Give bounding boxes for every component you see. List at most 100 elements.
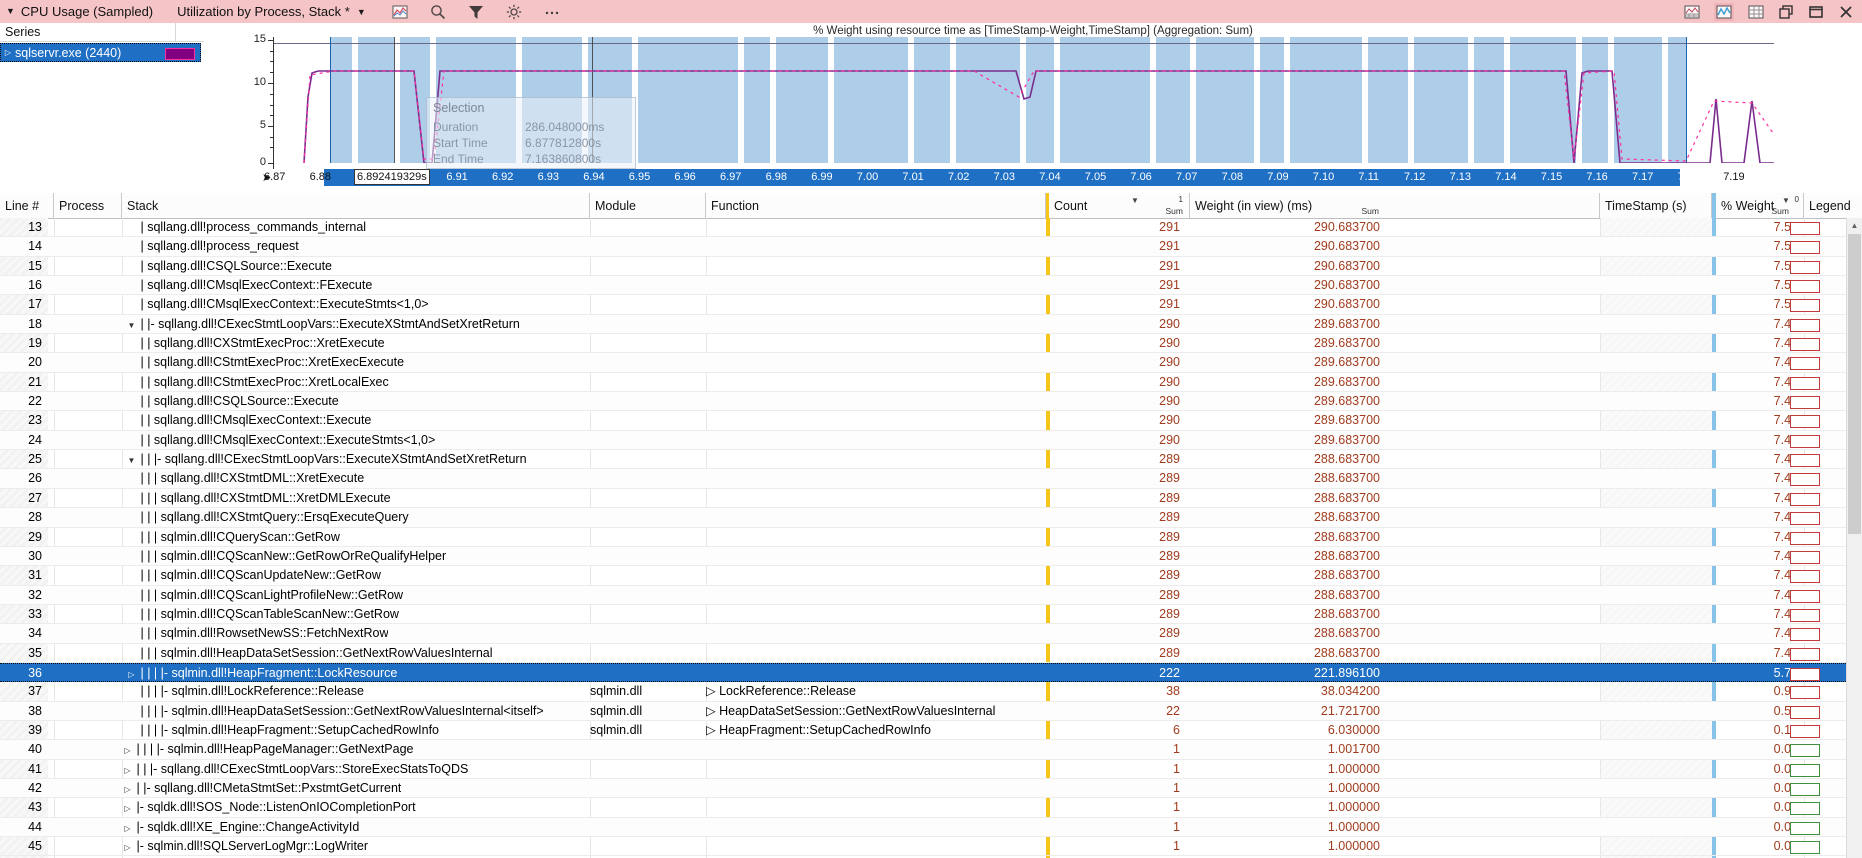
table-row[interactable]: 16 | sqllang.dll!CMsqlExecContext::FExec… (0, 276, 1862, 296)
expander-closed-icon[interactable]: ▷ (124, 823, 131, 833)
filter-icon[interactable] (468, 4, 484, 20)
table-row[interactable]: 33 | | | sqlmin.dll!CQScanTableScanNew::… (0, 605, 1862, 625)
expander-closed-icon[interactable]: ▷ (124, 746, 131, 756)
count-column-divider (1046, 218, 1050, 858)
cell-weight: 290.683700 (1313, 278, 1380, 293)
grid-view-icon[interactable] (1748, 4, 1764, 20)
cell-stack: | | | sqlmin.dll!HeapDataSetSession::Get… (122, 644, 493, 663)
y-tick-0: 0 (259, 156, 266, 168)
cell-function (706, 257, 1046, 276)
table-row[interactable]: 18 ▼ | |- sqllang.dll!CExecStmtLoopVars::… (0, 314, 1862, 335)
cell-legend (1790, 508, 1830, 527)
search-icon[interactable] (430, 4, 446, 20)
time-ruler[interactable]: ➤ 6.876.886.896.906.916.926.936.946.956.… (204, 169, 1862, 193)
table-row[interactable]: 15 | sqllang.dll!CSQLSource::Execute 291 2… (0, 257, 1862, 277)
graph-icon[interactable] (392, 4, 408, 20)
column-header-stack[interactable]: Stack (122, 193, 590, 218)
table-row[interactable]: 45 ▷ |- sqlmin.dll!SQLServerLogMgr::LogWr… (0, 837, 1862, 857)
column-header-timestamp[interactable]: TimeStamp (s) (1600, 193, 1712, 218)
column-header-weight[interactable]: Weight (in view) (ms) Sum (1190, 193, 1600, 218)
cell-stack: ▷ | |- sqllang.dll!CMetaStmtSet::PxstmtG… (122, 779, 401, 798)
table-row[interactable]: 29 | | | sqlmin.dll!CQueryScan::GetRow 28… (0, 528, 1862, 547)
expander-closed-icon[interactable]: ▷ (124, 765, 131, 775)
column-header-module[interactable]: Module (590, 193, 706, 218)
expander-icon[interactable]: ▷ (4, 48, 12, 57)
gear-icon[interactable] (506, 4, 522, 20)
scroll-up-icon[interactable]: ▲ (1850, 221, 1859, 230)
column-header-line[interactable]: Line # (0, 193, 54, 218)
expander-closed-icon[interactable]: ▷ (124, 843, 131, 852)
table-row[interactable]: 17 | sqllang.dll!CMsqlExecContext::Execu… (0, 295, 1862, 315)
ruler-cursor-tooltip: 6.892419329s (354, 169, 430, 185)
table-row[interactable]: 36 ▷ | | | |- sqlmin.dll!HeapFragment::Lo… (0, 662, 1862, 683)
table-row[interactable]: 38 | | | |- sqlmin.dll!HeapDataSetSessio… (0, 701, 1862, 721)
table-row[interactable]: 40 ▷ | | | |- sqlmin.dll!HeapPageManager:… (0, 740, 1862, 760)
cursor-marker[interactable] (394, 37, 395, 163)
table-row[interactable]: 31 | | | sqlmin.dll!CQScanUpdateNew::Get… (0, 566, 1862, 586)
table-row[interactable]: 34 | | | sqlmin.dll!RowsetNewSS::FetchNe… (0, 624, 1862, 644)
table-row[interactable]: 42 ▷ | |- sqllang.dll!CMetaStmtSet::Pxstm… (0, 778, 1862, 799)
table-row[interactable]: 39 | | | |- sqlmin.dll!HeapFragment::Set… (0, 721, 1862, 741)
cell-function (706, 450, 1046, 469)
table-row[interactable]: 19 | | sqllang.dll!CXStmtExecProc::XretE… (0, 334, 1862, 354)
expander-open-icon[interactable]: ▼ (127, 320, 136, 330)
table-row[interactable]: 20 | | sqllang.dll!CStmtExecProc::XretEx… (0, 353, 1862, 373)
cpu-usage-chart[interactable]: % Weight using resource time as [TimeSta… (204, 23, 1862, 193)
ruler-play-icon[interactable]: ➤ (262, 172, 272, 184)
column-header-process[interactable]: Process (54, 193, 122, 218)
cell-count: 289 (1159, 645, 1180, 660)
table-row[interactable]: 23 | | sqllang.dll!CMsqlExecContext::Exe… (0, 411, 1862, 431)
ruler-selection-range[interactable] (324, 169, 1680, 186)
maximize-icon[interactable] (1808, 4, 1824, 20)
table-row[interactable]: 44 ▷ |- sqldk.dll!XE_Engine::ChangeActivi… (0, 817, 1862, 837)
cell-module (590, 624, 700, 643)
cell-legend (1790, 218, 1830, 237)
table-row[interactable]: 13 | sqllang.dll!process_commands_intern… (0, 218, 1862, 238)
legend-swatch (1790, 570, 1820, 584)
table-row[interactable]: 43 ▷ |- sqldk.dll!SOS_Node::ListenOnIOCom… (0, 798, 1862, 818)
expander-closed-icon[interactable]: ▷ (124, 804, 131, 814)
table-row[interactable]: 24 | | sqllang.dll!CMsqlExecContext::Exe… (0, 430, 1862, 451)
cell-count: 1 (1173, 800, 1180, 815)
collapse-caret-icon[interactable]: ▼ (6, 6, 15, 16)
table-row[interactable]: 25 ▼ | | |- sqllang.dll!CExecStmtLoopVars… (0, 450, 1862, 470)
table-row[interactable]: 22 | | sqllang.dll!CSQLSource::Execute 29… (0, 392, 1862, 412)
series-item-sqlservr[interactable]: ▷ sqlservr.exe (2440) (0, 43, 201, 62)
restore-icon[interactable] (1778, 4, 1794, 20)
cell-function: ▷ LockReference::Release (706, 684, 856, 699)
table-row[interactable]: 30 | | | sqlmin.dll!CQScanNew::GetRowOrR… (0, 546, 1862, 567)
table-row[interactable]: 21 | | sqllang.dll!CStmtExecProc::XretLo… (0, 373, 1862, 393)
table-row[interactable]: 14 | sqllang.dll!process_request 291 290.6… (0, 237, 1862, 257)
table-row[interactable]: 37 | | | |- sqlmin.dll!LockReference::Re… (0, 682, 1862, 702)
cell-stack-label: | | | sqlmin.dll!HeapDataSetSession::Get… (137, 645, 493, 660)
column-header-pct-weight[interactable]: % Weight ▼ 0 Sum (1712, 193, 1804, 218)
table-row[interactable]: 28 | | | sqllang.dll!CXStmtQuery::ErsqEx… (0, 508, 1862, 528)
table-row[interactable]: 27 | | | sqllang.dll!CXStmtDML::XretDMLE… (0, 489, 1862, 509)
graph-view-icon[interactable] (1714, 2, 1734, 21)
expander-closed-icon[interactable]: ▷ (128, 669, 135, 679)
preset-selector-label[interactable]: Utilization by Process, Stack * (177, 4, 350, 19)
cell-count: 291 (1159, 278, 1180, 293)
table-row[interactable]: 32 | | | sqlmin.dll!CQScanLightProfileNe… (0, 585, 1862, 605)
column-header-count[interactable]: Count ▼ 1 Sum (1046, 193, 1190, 218)
chevron-down-icon[interactable]: ▼ (356, 6, 366, 17)
close-icon[interactable] (1838, 4, 1854, 20)
cell-line-number: 25 (28, 452, 42, 467)
table-row[interactable]: 35 | | | sqlmin.dll!HeapDataSetSession::… (0, 644, 1862, 663)
y-axis-spine (273, 37, 274, 169)
expander-open-icon[interactable]: ▼ (127, 456, 136, 466)
scrollbar-thumb[interactable] (1848, 234, 1861, 534)
series-header-label: Series (5, 25, 41, 39)
table-row[interactable]: 26 | | | sqllang.dll!CXStmtDML::XretExec… (0, 469, 1862, 489)
cell-stack: | | sqllang.dll!CMsqlExecContext::Execut… (122, 411, 371, 430)
chart-plot-area[interactable]: Selection Duration 286.048000ms Start Ti… (274, 37, 1774, 169)
expander-closed-icon[interactable]: ▷ (124, 784, 131, 794)
table-row[interactable]: 41 ▷ | | |- sqllang.dll!CExecStmtLoopVars… (0, 760, 1862, 779)
column-header-function[interactable]: Function (706, 193, 1046, 218)
cell-module (590, 373, 700, 392)
cell-function (706, 644, 1046, 663)
table-scrollbar[interactable]: ▲ (1846, 218, 1862, 858)
more-icon[interactable] (544, 4, 560, 20)
column-header-legend[interactable]: Legend (1804, 193, 1862, 218)
table-view-icon[interactable] (1684, 4, 1700, 20)
